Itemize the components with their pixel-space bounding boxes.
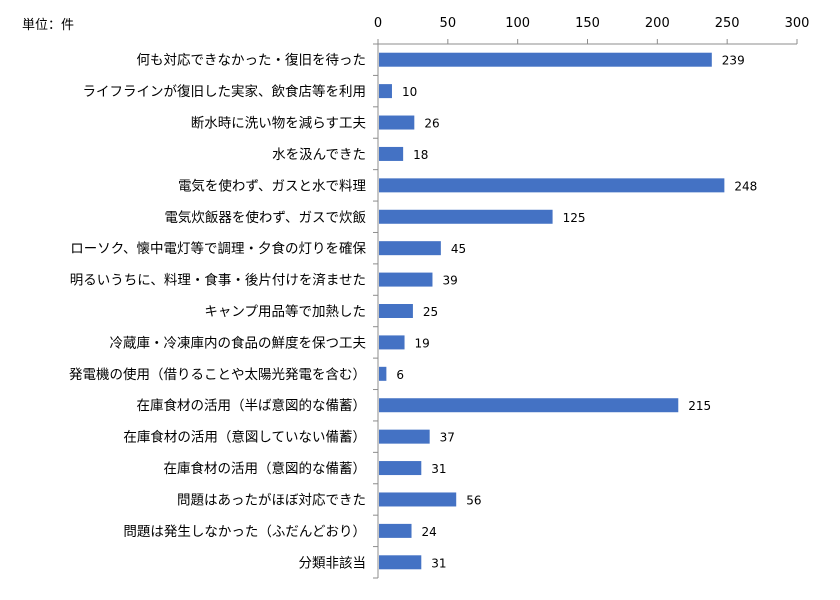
x-tick-label: 100 <box>505 16 530 31</box>
data-label: 10 <box>402 85 417 99</box>
data-label: 31 <box>431 556 446 570</box>
bar <box>379 523 412 538</box>
bar <box>379 398 679 413</box>
unit-label: 単位：件 <box>22 18 75 33</box>
data-label: 215 <box>688 399 711 413</box>
bar <box>379 429 430 444</box>
bar <box>379 115 415 130</box>
category-label: 発電機の使用（借りることや太陽光発電を含む） <box>69 366 366 383</box>
data-label: 56 <box>466 493 481 507</box>
bar <box>379 461 422 476</box>
data-label: 31 <box>431 462 446 476</box>
x-tick-label: 150 <box>575 16 600 31</box>
bar <box>379 555 422 570</box>
category-label: 明るいうちに、料理・食事・後片付けを済ませた <box>70 272 366 289</box>
bar <box>379 52 712 67</box>
category-label: 何も対応できなかった・復旧を待った <box>137 52 367 69</box>
bar <box>379 146 404 161</box>
data-label: 24 <box>422 525 437 539</box>
data-label: 39 <box>442 274 457 288</box>
data-label: 18 <box>413 148 428 162</box>
bar <box>379 209 553 224</box>
category-label: 冷蔵庫・冷凍庫内の食品の鮮度を保つ工夫 <box>110 334 367 351</box>
x-tick-label: 200 <box>645 16 670 31</box>
data-label: 19 <box>415 336 430 350</box>
bar <box>379 304 413 318</box>
category-label: 電気炊飯器を使わず、ガスで炊飯 <box>164 209 366 226</box>
bar <box>379 178 725 193</box>
bar <box>379 84 392 99</box>
category-label: 電気を使わず、ガスと水で料理 <box>178 177 367 194</box>
category-label: 問題は発生しなかった（ふだんどおり） <box>123 524 366 540</box>
data-label: 239 <box>722 54 745 68</box>
category-label: キャンプ用品等で加熱した <box>204 303 366 320</box>
bar <box>379 335 405 350</box>
category-label: 在庫食材の活用（意図していない備蓄） <box>123 429 366 446</box>
category-label: ローソク、懐中電灯等で調理・夕食の灯りを確保 <box>70 240 366 257</box>
data-label: 37 <box>440 431 455 445</box>
data-label: 26 <box>424 117 439 131</box>
x-tick-label: 250 <box>715 16 740 31</box>
data-label: 25 <box>423 305 438 319</box>
category-label: 断水時に洗い物を減らす工夫 <box>191 115 367 132</box>
category-label: 在庫食材の活用（意図的な備蓄） <box>164 460 367 477</box>
bar <box>379 272 433 287</box>
data-label: 248 <box>734 179 757 193</box>
data-label: 45 <box>451 242 466 256</box>
category-label: 水を汲んできた <box>272 147 366 163</box>
category-label: 在庫食材の活用（半ば意図的な備蓄） <box>137 397 367 414</box>
bar <box>379 241 441 256</box>
bar <box>379 366 387 381</box>
data-label: 125 <box>563 211 586 225</box>
x-tick-label: 0 <box>374 16 382 31</box>
bar <box>379 492 457 507</box>
category-label: ライフラインが復旧した実家、飲食店等を利用 <box>83 83 367 100</box>
category-label: 問題はあったがほぼ対応できた <box>177 492 366 508</box>
category-label: 分類非該当 <box>299 555 367 571</box>
x-tick-label: 300 <box>785 16 810 31</box>
x-tick-label: 50 <box>440 16 457 31</box>
data-label: 6 <box>396 368 404 382</box>
